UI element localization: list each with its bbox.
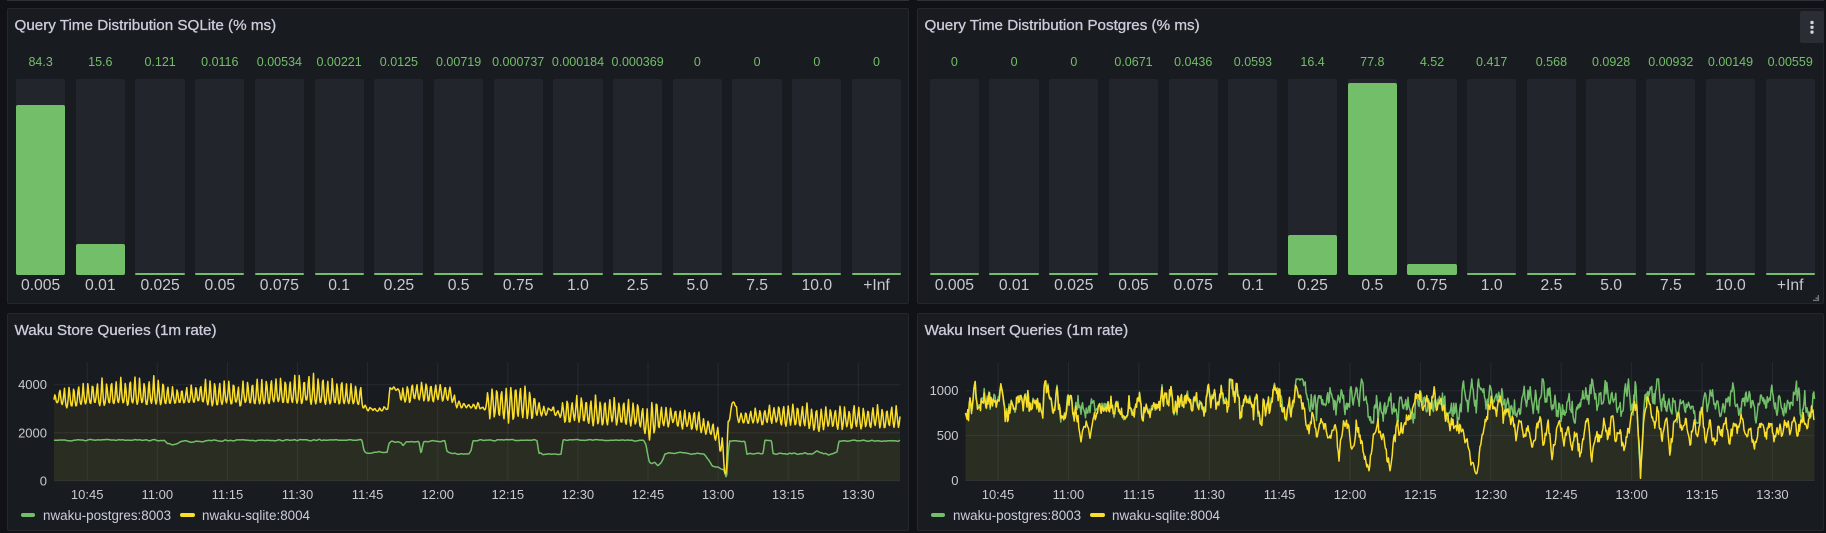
svg-text:13:30: 13:30 — [1756, 487, 1789, 502]
svg-text:11:15: 11:15 — [212, 487, 244, 502]
svg-text:12:15: 12:15 — [492, 487, 525, 502]
svg-text:12:30: 12:30 — [1475, 487, 1508, 502]
svg-text:11:30: 11:30 — [282, 487, 314, 502]
svg-text:11:00: 11:00 — [142, 487, 174, 502]
svg-text:12:45: 12:45 — [632, 487, 665, 502]
svg-text:11:30: 11:30 — [1193, 487, 1225, 502]
svg-text:11:45: 11:45 — [1264, 487, 1296, 502]
svg-text:11:15: 11:15 — [1123, 487, 1155, 502]
svg-text:13:15: 13:15 — [1686, 487, 1719, 502]
svg-text:1000: 1000 — [930, 383, 959, 398]
svg-text:13:15: 13:15 — [772, 487, 805, 502]
svg-text:12:45: 12:45 — [1545, 487, 1578, 502]
svg-text:0: 0 — [951, 473, 958, 488]
svg-text:0: 0 — [40, 473, 47, 488]
svg-text:11:45: 11:45 — [352, 487, 384, 502]
svg-text:13:00: 13:00 — [1615, 487, 1648, 502]
svg-text:12:15: 12:15 — [1404, 487, 1437, 502]
svg-text:10:45: 10:45 — [71, 487, 104, 502]
svg-text:10:45: 10:45 — [982, 487, 1015, 502]
svg-text:12:30: 12:30 — [562, 487, 595, 502]
svg-text:11:00: 11:00 — [1053, 487, 1085, 502]
svg-text:12:00: 12:00 — [421, 487, 454, 502]
svg-text:12:00: 12:00 — [1334, 487, 1367, 502]
svg-text:4000: 4000 — [18, 377, 47, 392]
svg-text:500: 500 — [937, 428, 959, 443]
svg-text:2000: 2000 — [18, 425, 47, 440]
svg-text:13:00: 13:00 — [702, 487, 735, 502]
svg-text:13:30: 13:30 — [842, 487, 875, 502]
